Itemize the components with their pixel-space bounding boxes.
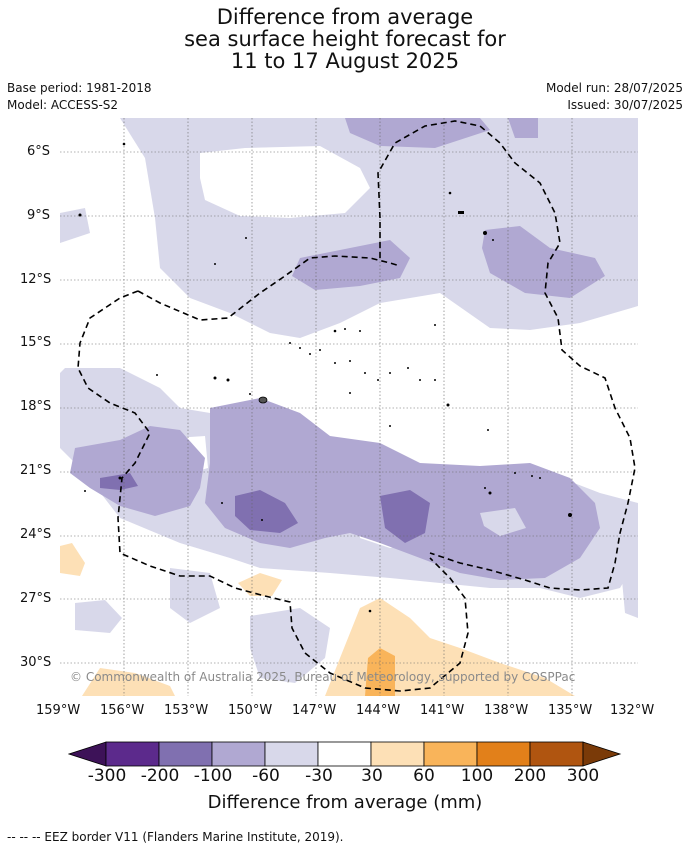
map-title-line-2: sea surface height forecast for	[184, 27, 506, 51]
colorbar-segment	[529, 741, 584, 767]
model-run: Model run: 28/07/2025	[545, 81, 683, 95]
lon-tick: 141°W	[420, 703, 465, 718]
colorbar-segment	[211, 741, 266, 767]
colorbar-label: 100	[460, 766, 494, 786]
issued-date: Issued: 30/07/2025	[567, 98, 683, 112]
colorbar-segment	[105, 741, 160, 767]
lon-tick: 156°W	[100, 703, 145, 718]
lon-tick: 150°W	[228, 703, 273, 718]
lon-tick: 138°W	[484, 703, 529, 718]
lat-tick: 21°S	[20, 463, 52, 478]
colorbar-extend-low	[68, 741, 107, 767]
copyright-notice: © Commonwealth of Australia 2025, Bureau…	[70, 670, 575, 684]
lat-tick: 24°S	[20, 527, 52, 542]
colorbar-title: Difference from average (mm)	[207, 792, 483, 813]
colorbar-label: -200	[140, 766, 180, 786]
map-title-line-3: 11 to 17 August 2025	[230, 49, 460, 73]
colorbar	[68, 741, 622, 767]
colorbar-label: 200	[513, 766, 547, 786]
colorbar-segment	[158, 741, 213, 767]
lat-tick: 12°S	[20, 272, 52, 287]
model-name: Model: ACCESS-S2	[7, 98, 119, 112]
lon-tick: 132°W	[610, 703, 655, 718]
lat-tick: 30°S	[20, 655, 52, 670]
lon-tick: 144°W	[356, 703, 401, 718]
colorbar-label: -100	[193, 766, 233, 786]
eez-borders	[77, 120, 636, 692]
colorbar-label: -60	[252, 766, 280, 786]
lat-tick: 15°S	[20, 335, 52, 350]
colorbar-segment	[370, 741, 425, 767]
lat-tick: 18°S	[20, 399, 52, 414]
sea-level-map: © Commonwealth of Australia 2025, Bureau…	[60, 118, 638, 696]
lat-tick: 6°S	[27, 144, 51, 159]
colorbar-label: 60	[413, 766, 435, 786]
lon-tick: 159°W	[36, 703, 81, 718]
map-title-line-1: Difference from average	[216, 5, 474, 29]
colorbar-label: -30	[305, 766, 333, 786]
colorbar-label: 300	[566, 766, 600, 786]
base-period: Base period: 1981-2018	[7, 81, 152, 95]
colorbar-label: -300	[87, 766, 127, 786]
anomaly-band-strong	[100, 473, 430, 543]
lon-tick: 135°W	[548, 703, 593, 718]
islands	[78, 142, 572, 613]
lat-tick: 27°S	[20, 591, 52, 606]
eez-footnote: -- -- -- EEZ border V11 (Flanders Marine…	[7, 830, 344, 844]
colorbar-segment	[264, 741, 319, 767]
colorbar-segment	[423, 741, 478, 767]
anomaly-positive	[60, 543, 575, 696]
lon-tick: 153°W	[164, 703, 209, 718]
colorbar-extend-high	[582, 741, 622, 767]
colorbar-label: 30	[361, 766, 383, 786]
lon-tick: 147°W	[292, 703, 337, 718]
colorbar-segment	[317, 741, 372, 767]
lat-tick: 9°S	[27, 208, 51, 223]
colorbar-segment	[476, 741, 531, 767]
